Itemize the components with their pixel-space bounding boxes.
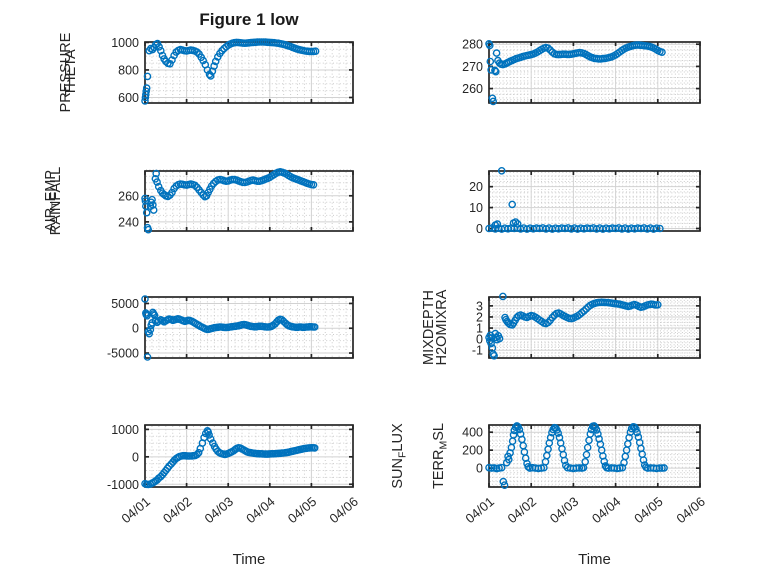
svg-text:400: 400 [462, 426, 483, 440]
minor-grid-pressure [146, 43, 352, 102]
svg-text:0: 0 [476, 333, 483, 347]
svg-text:04/02: 04/02 [160, 494, 195, 526]
svg-text:260: 260 [118, 189, 139, 203]
subplot-theta: 260 270 280 THETA [63, 38, 701, 106]
svg-text:04/01: 04/01 [462, 494, 497, 526]
svg-text:04/06: 04/06 [673, 494, 708, 526]
subplot-air-temp: 240 260 AIRTEMP [43, 167, 354, 234]
y-tick-labels-air-temp: 240 260 [118, 189, 139, 229]
svg-text:800: 800 [118, 63, 139, 77]
xlabel-right-column: Time [578, 551, 611, 568]
svg-text:10: 10 [469, 201, 483, 215]
xlabel-left-column: Time [232, 551, 266, 568]
svg-text:260: 260 [462, 82, 483, 96]
svg-text:240: 240 [118, 215, 139, 229]
svg-text:04/04: 04/04 [589, 494, 624, 526]
scatter-points-terr-msl [141, 426, 319, 489]
svg-text:2: 2 [476, 310, 483, 324]
ylabel-rainfall: RAINFALL [48, 167, 64, 236]
svg-text:0: 0 [132, 450, 139, 464]
y-tick-labels-sun-flux: 0 200 400 [462, 426, 483, 476]
svg-text:04/03: 04/03 [547, 494, 582, 526]
y-tick-labels-pressure: 600 800 1000 [111, 36, 139, 105]
figure-title: Figure 1 low [199, 10, 299, 29]
y-tick-labels-rainfall: 0 10 20 [469, 180, 483, 236]
y-tick-labels-theta: 260 270 280 [462, 38, 483, 96]
svg-text:0: 0 [132, 322, 139, 336]
y-tick-labels-terr-msl: -1000 0 1000 [107, 423, 139, 492]
ylabel-terr-msl: TERRMSL [431, 423, 450, 489]
svg-text:04/01: 04/01 [118, 494, 153, 526]
svg-text:200: 200 [462, 444, 483, 458]
svg-text:20: 20 [469, 180, 483, 194]
ylabel-sun-flux: SUNFLUX [390, 423, 409, 489]
scatter-points-air-temp [141, 167, 318, 234]
svg-text:04/06: 04/06 [326, 494, 361, 526]
svg-text:04/05: 04/05 [631, 494, 666, 526]
ylabel-air-temp: AIRTEMP [43, 170, 62, 232]
scatter-points-pressure [141, 38, 320, 105]
minor-grid-sun-flux [490, 426, 699, 487]
svg-text:600: 600 [118, 91, 139, 105]
ylabel-theta: THETA [63, 49, 79, 96]
svg-text:5000: 5000 [111, 297, 139, 311]
svg-text:1000: 1000 [111, 36, 139, 50]
svg-text:-1000: -1000 [107, 478, 139, 492]
axes-box-mixdepth [144, 296, 354, 359]
scatter-points-mixdepth [141, 295, 319, 361]
svg-text:3: 3 [476, 299, 483, 313]
scatter-points-h2omixra [485, 292, 662, 360]
ylabel-h2omixra: H2OMIXRA [434, 289, 450, 365]
minor-grid-rainfall [490, 170, 699, 230]
subplot-mixdepth: -5000 0 5000 MIXDEPTH [107, 290, 437, 365]
ylabel-mixdepth: MIXDEPTH [421, 290, 437, 365]
y-tick-labels-mixdepth: -5000 0 5000 [107, 297, 139, 361]
ylabel-pressure: PRESSURE [58, 32, 74, 112]
svg-text:280: 280 [462, 38, 483, 52]
svg-text:04/02: 04/02 [505, 494, 540, 526]
svg-text:04/03: 04/03 [202, 494, 237, 526]
svg-text:-1: -1 [472, 344, 483, 358]
x-tick-labels-sun-flux: 04/01 04/02 04/03 04/04 04/05 04/06 [462, 494, 708, 526]
scatter-points-theta [485, 40, 666, 106]
subplot-rainfall: 0 10 20 RAINFALL [48, 166, 701, 236]
major-grid-rainfall [489, 171, 700, 231]
major-grid-terr-msl [145, 425, 353, 487]
svg-text:0: 0 [476, 462, 483, 476]
x-tick-labels-terr-msl: 04/01 04/02 04/03 04/04 04/05 04/06 [118, 494, 361, 526]
svg-text:04/04: 04/04 [243, 494, 278, 526]
svg-text:1000: 1000 [111, 423, 139, 437]
svg-text:0: 0 [476, 222, 483, 236]
subplot-pressure: 600 800 1000 PRESSURE [58, 32, 354, 112]
svg-text:1: 1 [476, 322, 483, 336]
svg-text:270: 270 [462, 60, 483, 74]
svg-text:04/05: 04/05 [285, 494, 320, 526]
axes-box-h2omixra [488, 296, 701, 359]
svg-text:-5000: -5000 [107, 347, 139, 361]
scatter-points-sun-flux [485, 422, 668, 490]
scatter-points-rainfall [485, 166, 664, 233]
